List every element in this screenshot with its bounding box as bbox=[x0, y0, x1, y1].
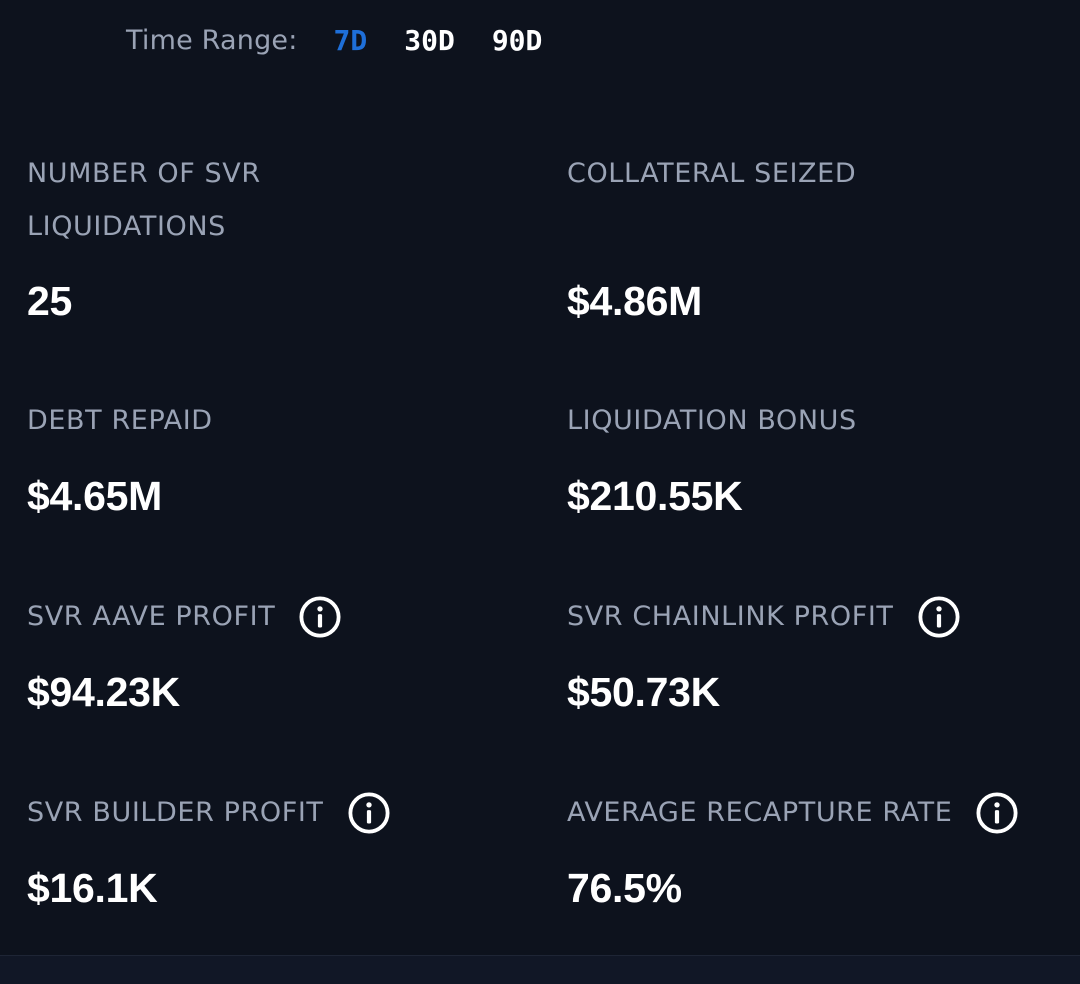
time-range-30d-button[interactable]: 30D bbox=[404, 23, 455, 57]
info-icon[interactable] bbox=[917, 595, 960, 638]
stat-average-recapture-rate: AVERAGE RECAPTURE RATE 76.5% bbox=[567, 786, 1067, 911]
stat-label-text: DEBT REPAID bbox=[27, 405, 213, 436]
stat-label-text: LIQUIDATION BONUS bbox=[567, 405, 857, 436]
stat-label: SVR CHAINLINK PROFIT bbox=[567, 590, 1057, 643]
stat-value: 25 bbox=[27, 278, 73, 324]
stat-label: LIQUIDATION BONUS bbox=[567, 394, 1047, 447]
stat-label-text: SVR BUILDER PROFIT bbox=[27, 797, 324, 828]
stat-label-text: NUMBER OF SVR LIQUIDATIONS bbox=[27, 158, 261, 242]
stat-value: $4.86M bbox=[567, 278, 702, 324]
info-icon[interactable] bbox=[299, 595, 341, 638]
stat-debt-repaid: DEBT REPAID $4.65M bbox=[27, 394, 507, 519]
stat-value: $16.1K bbox=[27, 865, 158, 911]
bottom-panel-edge bbox=[0, 955, 1080, 984]
stat-svr-chainlink-profit: SVR CHAINLINK PROFIT $50.73K bbox=[567, 590, 1057, 715]
stat-svr-aave-profit: SVR AAVE PROFIT $94.23K bbox=[27, 590, 507, 715]
time-range-90d-button[interactable]: 90D bbox=[491, 23, 543, 57]
stat-number-of-svr-liquidations: NUMBER OF SVR LIQUIDATIONS 25 bbox=[27, 147, 407, 324]
stat-value: $50.73K bbox=[567, 669, 720, 715]
stat-label-text: COLLATERAL SEIZED bbox=[567, 158, 857, 189]
stat-label: NUMBER OF SVR LIQUIDATIONS bbox=[27, 147, 407, 253]
stat-label: COLLATERAL SEIZED bbox=[567, 147, 1047, 200]
time-range-7d-button[interactable]: 7D bbox=[333, 23, 368, 57]
info-icon[interactable] bbox=[976, 791, 1018, 834]
stat-label-text: AVERAGE RECAPTURE RATE bbox=[567, 797, 953, 828]
time-range-label: Time Range: bbox=[126, 24, 298, 56]
stat-label: AVERAGE RECAPTURE RATE bbox=[567, 786, 1067, 839]
stat-label: SVR BUILDER PROFIT bbox=[27, 786, 507, 839]
stat-liquidation-bonus: LIQUIDATION BONUS $210.55K bbox=[567, 394, 1047, 519]
info-icon[interactable] bbox=[347, 791, 390, 834]
stat-label: SVR AAVE PROFIT bbox=[27, 590, 507, 643]
stat-value: $94.23K bbox=[27, 669, 180, 715]
stat-label-text: SVR CHAINLINK PROFIT bbox=[567, 601, 894, 632]
stat-collateral-seized: COLLATERAL SEIZED $4.86M bbox=[567, 147, 1047, 324]
stat-svr-builder-profit: SVR BUILDER PROFIT $16.1K bbox=[27, 786, 507, 911]
stat-value: $210.55K bbox=[567, 473, 743, 519]
stat-label-text: SVR AAVE PROFIT bbox=[27, 601, 276, 632]
stat-label: DEBT REPAID bbox=[27, 394, 507, 447]
stat-value: $4.65M bbox=[27, 473, 162, 519]
time-range-selector: Time Range: 7D 30D 90D bbox=[126, 22, 579, 58]
stat-value: 76.5% bbox=[567, 865, 682, 911]
